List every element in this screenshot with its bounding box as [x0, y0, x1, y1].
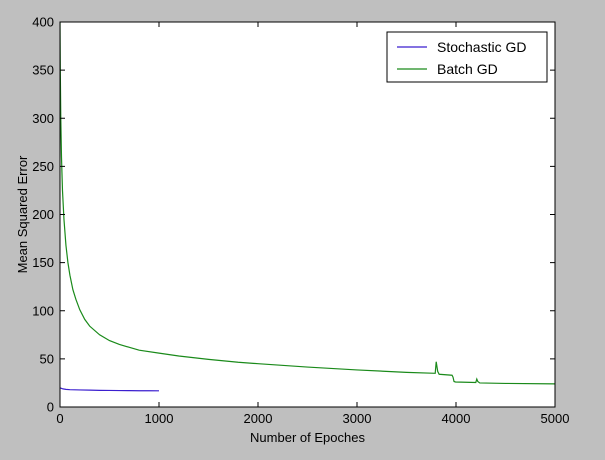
plot-area — [60, 22, 555, 407]
x-tick-label: 4000 — [442, 411, 471, 426]
x-tick-label: 3000 — [343, 411, 372, 426]
y-tick-label: 50 — [40, 351, 54, 366]
y-tick-label: 150 — [32, 255, 54, 270]
x-tick-label: 0 — [56, 411, 63, 426]
legend-label-1: Stochastic GD — [437, 39, 526, 55]
series-line-1 — [60, 387, 160, 392]
plot-frame — [59, 21, 556, 408]
y-tick-label: 0 — [47, 400, 54, 415]
y-tick-label: 250 — [32, 159, 54, 174]
ticks: 0 1000 2000 3000 4000 5000 0 50 100 150 200 250 300 3… — [32, 15, 569, 427]
y-tick-label: 300 — [32, 111, 54, 126]
series-layer — [60, 22, 555, 392]
series-line-2 — [60, 22, 555, 385]
y-tick-label: 200 — [32, 207, 54, 222]
y-tick-label: 100 — [32, 303, 54, 318]
y-axis-label: Mean Squared Error — [15, 155, 30, 273]
x-tick-label: 5000 — [541, 411, 570, 426]
legend-label-2: Batch GD — [437, 61, 498, 77]
x-tick-label: 2000 — [244, 411, 273, 426]
legend-box — [386, 31, 548, 83]
x-tick-label: 1000 — [145, 411, 174, 426]
y-tick-label: 350 — [32, 63, 54, 78]
x-axis-label: Number of Epoches — [250, 430, 365, 445]
y-tick-label: 400 — [32, 15, 54, 30]
legend: Stochastic GD Batch GD — [386, 31, 548, 83]
